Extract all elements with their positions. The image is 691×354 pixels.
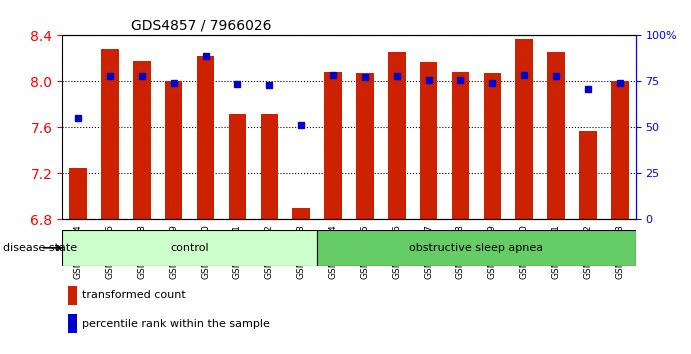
Bar [69, 168, 87, 219]
Text: transformed count: transformed count [82, 290, 186, 300]
Bar [197, 56, 214, 219]
Text: disease state: disease state [3, 243, 77, 253]
Bar [261, 114, 278, 219]
Bar [515, 39, 533, 219]
Bar [611, 81, 629, 219]
Bar [388, 51, 406, 219]
Bar [133, 61, 151, 219]
Bar [324, 72, 342, 219]
Bar [229, 114, 246, 219]
Bar [68, 314, 77, 333]
Bar [547, 51, 565, 219]
Text: percentile rank within the sample: percentile rank within the sample [82, 319, 270, 329]
Bar [452, 72, 469, 219]
FancyBboxPatch shape [62, 230, 317, 266]
Bar [68, 286, 77, 305]
Text: obstructive sleep apnea: obstructive sleep apnea [409, 243, 543, 253]
Text: control: control [170, 243, 209, 253]
Bar [420, 62, 437, 219]
Bar [165, 81, 182, 219]
Bar [484, 73, 501, 219]
Bar [356, 73, 374, 219]
Text: GDS4857 / 7966026: GDS4857 / 7966026 [131, 19, 272, 33]
Bar [101, 49, 119, 219]
Bar [579, 131, 597, 219]
Bar [292, 208, 310, 219]
FancyBboxPatch shape [317, 230, 636, 266]
